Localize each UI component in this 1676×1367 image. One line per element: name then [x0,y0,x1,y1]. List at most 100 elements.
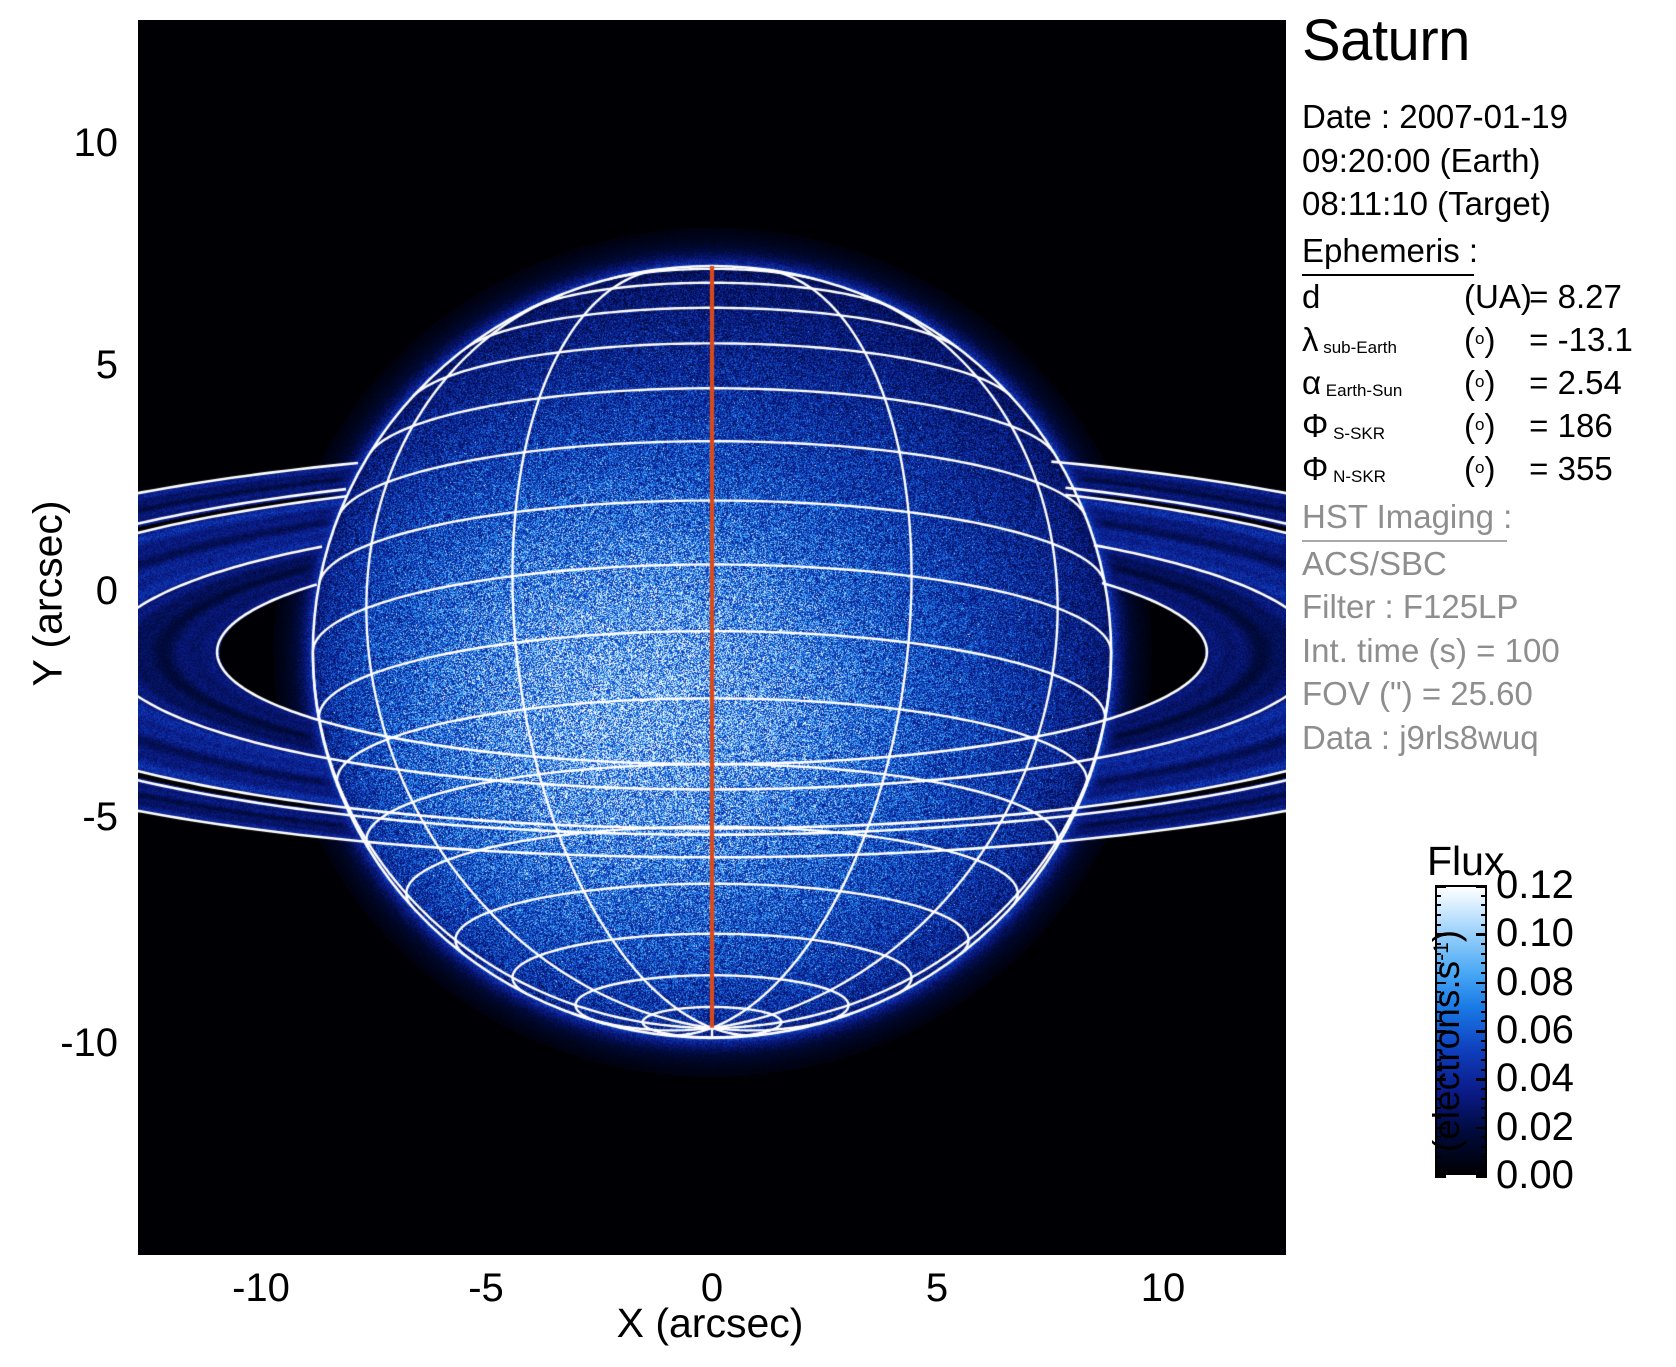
date-block: Date : 2007-01-19 09:20:00 (Earth) 08:11… [1302,95,1568,226]
colorbar-minor-tick [1481,991,1487,994]
saturn-uv-image [138,20,1286,1255]
x-tick-label: -5 [468,1266,504,1310]
x-tick-label: 0 [700,1266,724,1310]
colorbar-tick-label: 0.10 [1496,911,1574,956]
colorbar-minor-tick [1481,1039,1487,1042]
colorbar-tick [1476,1078,1487,1081]
ephemeris-row: d (UA) = 8.27 [1302,278,1622,315]
y-tick-label: 5 [95,343,118,387]
info-sidebar: Saturn Date : 2007-01-19 09:20:00 (Earth… [1297,0,1676,1367]
colorbar-tick [1435,885,1446,888]
colorbar-minor-tick [1481,1059,1487,1061]
colorbar-tick [1435,1078,1446,1081]
colorbar-tick [1476,885,1487,888]
colorbar-minor-tick [1435,1049,1441,1052]
colorbar-minor-tick [1435,1097,1441,1100]
y-tick-label: -10 [60,1021,118,1065]
colorbar-minor-tick [1435,1136,1441,1139]
colorbar-minor-tick [1435,1020,1441,1023]
colorbar-minor-tick [1435,1117,1441,1119]
ephemeris-row: Φ S-SKR (o) = 186 [1302,406,1613,444]
target-time: 08:11:10 (Target) [1302,185,1551,223]
y-tick-label: -5 [82,795,118,839]
colorbar-minor-tick [1481,1107,1487,1110]
ephemeris-row: Φ N-SKR (o) = 355 [1302,449,1613,487]
colorbar-minor-tick [1481,904,1487,907]
colorbar-minor-tick [1481,923,1487,926]
colorbar-tick [1476,1175,1487,1178]
colorbar-minor-tick [1481,1020,1487,1023]
colorbar-minor-tick [1435,1059,1441,1061]
hst-dataset-id: Data : j9rls8wuq [1302,718,1539,756]
colorbar-tick [1476,1126,1487,1130]
colorbar-tick-label: 0.12 [1496,863,1574,907]
colorbar-minor-tick [1481,1049,1487,1052]
colorbar-tick [1435,1126,1446,1130]
ephemeris-row: α Earth-Sun (o) = 2.54 [1302,363,1622,401]
colorbar-minor-tick [1481,943,1487,945]
page-title: Saturn [1302,8,1470,73]
colorbar-minor-tick [1435,904,1441,907]
colorbar-minor-tick [1435,1107,1441,1110]
colorbar-tick [1435,1030,1446,1033]
colorbar-minor-tick [1481,914,1487,916]
colorbar-minor-tick [1435,991,1441,994]
x-tick-label: -10 [232,1266,290,1310]
observation-date: Date : 2007-01-19 [1302,98,1569,135]
colorbar-minor-tick [1481,972,1487,974]
colorbar-minor-tick [1435,1155,1441,1158]
colorbar-tick [1476,981,1487,985]
colorbar-tick-label: 0.00 [1496,1153,1574,1197]
x-axis-label: X (arcsec) [616,1300,804,1346]
colorbar-minor-tick [1435,1068,1441,1071]
colorbar-tick-label: 0.04 [1496,1056,1574,1101]
hst-imaging-header: HST Imaging : [1302,498,1512,542]
colorbar-tick-label: 0.06 [1496,1008,1574,1052]
y-axis-label: Y (arcsec) [24,500,71,687]
hst-imaging-block: HST Imaging : ACS/SBC Filter : F125LP In… [1302,498,1560,759]
x-tick-label: 10 [1140,1266,1186,1310]
colorbar-minor-tick [1481,962,1487,965]
y-tick-label: 0 [95,569,118,613]
earth-time: 09:20:00 (Earth) [1302,141,1541,179]
colorbar-minor-tick [1435,894,1441,897]
ephemeris-header: Ephemeris : [1302,232,1478,276]
colorbar-minor-tick [1435,1165,1441,1168]
colorbar-tick [1476,933,1487,936]
colorbar-minor-tick [1481,1097,1487,1100]
colorbar[interactable] [1435,885,1487,1178]
colorbar-minor-tick [1435,972,1441,974]
colorbar-minor-tick [1435,1146,1441,1148]
colorbar-minor-tick [1435,962,1441,965]
y-tick-label: 10 [73,121,119,165]
colorbar-minor-tick [1435,1010,1441,1013]
image-plot-panel[interactable] [138,20,1286,1255]
colorbar-minor-tick [1435,952,1441,955]
colorbar-minor-tick [1481,1136,1487,1139]
ephemeris-row: λ sub-Earth (o) = -13.1 [1302,320,1633,358]
colorbar-minor-tick [1435,923,1441,926]
colorbar-minor-tick [1481,1001,1487,1003]
colorbar-minor-tick [1435,1039,1441,1042]
colorbar-minor-tick [1481,1155,1487,1158]
colorbar-tick [1435,1175,1446,1178]
colorbar-tick [1435,981,1446,985]
hst-filter: Filter : F125LP [1302,588,1519,626]
colorbar-minor-tick [1481,1010,1487,1013]
colorbar-tick-label: 0.08 [1496,959,1574,1004]
hst-integration-time: Int. time (s) = 100 [1302,631,1560,669]
x-tick-label: 5 [925,1266,949,1310]
ephemeris-block: Ephemeris : d (UA) = 8.27 λ sub-Earth (o) =… [1302,232,1633,490]
colorbar-axis-label: (electrons.s-1) [1426,929,1467,1153]
colorbar-minor-tick [1481,1165,1487,1168]
colorbar-title: Flux [1427,838,1505,884]
colorbar-minor-tick [1481,1146,1487,1148]
colorbar-minor-tick [1481,1088,1487,1090]
colorbar-minor-tick [1481,1117,1487,1119]
hst-instrument: ACS/SBC [1302,545,1447,582]
colorbar-tick [1476,1030,1487,1033]
colorbar-minor-tick [1481,1068,1487,1071]
colorbar-tick [1435,933,1446,936]
colorbar-minor-tick [1481,894,1487,897]
colorbar-minor-tick [1435,1001,1441,1003]
